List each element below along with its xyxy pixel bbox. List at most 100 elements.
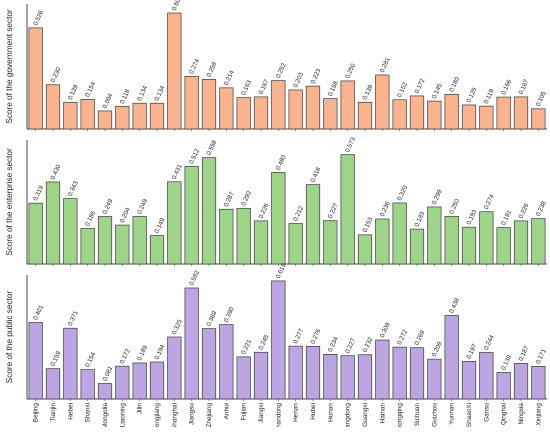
bar-xinjiang — [531, 366, 546, 400]
data-label: 0.194 — [153, 343, 166, 361]
x-tick-label: Ningxia — [518, 403, 525, 425]
data-label: 0.430 — [49, 163, 62, 181]
panel-3: Score of the public sector 0.401 0.159 0.37… — [5, 262, 548, 401]
bar-shaanxi — [461, 226, 477, 265]
bar-liaoning — [115, 224, 130, 265]
bar-shanghai — [167, 336, 182, 400]
bar-guangxi — [357, 234, 373, 265]
data-label: 0.125 — [465, 86, 478, 104]
data-label: 0.180 — [448, 76, 461, 94]
bar-liaoning — [115, 365, 130, 400]
data-label: 0.320 — [396, 184, 409, 202]
x-tick-label: Jilin — [137, 403, 144, 414]
bar-shandong — [271, 172, 286, 265]
data-label: 0.512 — [188, 147, 201, 165]
bar-gansu — [479, 211, 494, 265]
data-label: 0.619 — [275, 262, 288, 280]
x-tick-label: Anhui — [223, 403, 230, 419]
data-label: 0.258 — [205, 61, 218, 79]
x-tick-label: Guangxi — [362, 403, 369, 427]
x-tick-label: Shanghai — [171, 403, 178, 427]
bar-hubei — [305, 184, 321, 265]
bar-jiangsu — [184, 165, 199, 265]
bar-shandong — [271, 80, 286, 130]
data-label: 0.152 — [396, 81, 409, 99]
data-label: 0.081 — [101, 365, 114, 383]
data-label: 0.603 — [171, 0, 184, 12]
bar-qinghai — [496, 96, 511, 130]
bar-yunnan — [444, 315, 459, 400]
bar-inner-mongolia — [97, 216, 113, 265]
bar-chongqing — [392, 202, 407, 265]
data-label: 0.250 — [344, 62, 357, 80]
bar-shanxi — [80, 369, 95, 400]
bar-tianjin — [45, 368, 61, 400]
data-label: 0.319 — [32, 184, 45, 202]
data-label: 0.292 — [240, 189, 253, 207]
data-label: 0.204 — [119, 206, 132, 224]
bar-beijing — [28, 202, 43, 265]
data-label: 0.149 — [153, 217, 166, 235]
bar-qinghai — [496, 372, 511, 400]
x-tick-label: Zhejiang — [206, 403, 213, 427]
bar-jilin — [132, 362, 147, 400]
y-axis-label: Score of the enterprise sector — [5, 148, 14, 256]
data-label: 0.276 — [309, 328, 322, 346]
data-label: 0.139 — [361, 83, 374, 101]
bar-gansu — [479, 105, 494, 130]
bar-shandong — [271, 280, 286, 400]
bar-anhui — [219, 87, 234, 130]
bar-heilongjiang — [149, 102, 165, 130]
x-tick-label: Beijing — [33, 403, 40, 423]
bar-jilin — [132, 216, 147, 265]
bar-guizhou — [427, 206, 442, 265]
bar-ningxia — [513, 362, 529, 400]
data-label: 0.221 — [240, 338, 253, 356]
data-label: 0.134 — [136, 84, 149, 102]
data-label: 0.167 — [257, 78, 270, 96]
data-label: 0.401 — [32, 304, 45, 322]
bar-gansu — [479, 352, 494, 400]
data-label: 0.154 — [84, 351, 97, 369]
x-tick-label: Hubei — [310, 403, 317, 420]
bar-henan — [288, 223, 303, 265]
data-label: 0.526 — [32, 9, 45, 27]
x-tick-label: Liaoning — [119, 403, 126, 427]
x-tick-label: Yunnan — [449, 403, 456, 425]
bar-jiangxi — [253, 351, 269, 400]
data-label: 0.159 — [49, 350, 62, 368]
bar-inner-mongolia — [97, 383, 113, 400]
bar-jiangsu — [184, 75, 199, 130]
data-label: 0.186 — [84, 210, 97, 228]
x-tick-label: Qinghai — [501, 403, 508, 425]
x-tick-label: Sichuan — [414, 403, 421, 427]
bar-fujian — [236, 356, 251, 400]
bar-tianjin — [45, 84, 61, 130]
data-label: 0.158 — [327, 80, 340, 98]
data-label: 0.171 — [535, 348, 548, 366]
data-label: 0.166 — [500, 78, 513, 96]
data-label: 0.244 — [483, 334, 496, 352]
bar-guangdong — [340, 154, 355, 265]
bar-xinjiang — [531, 218, 546, 265]
bar-hebei — [63, 327, 78, 400]
bar-sichuan — [409, 95, 425, 130]
bar-henan — [288, 345, 303, 400]
x-tick-label: Hebei — [67, 403, 74, 420]
bar-inner-mongolia — [97, 110, 113, 130]
data-label: 0.153 — [361, 216, 374, 234]
data-label: 0.197 — [465, 343, 478, 361]
data-label: 0.191 — [500, 209, 513, 227]
bar-hunan — [323, 98, 338, 130]
y-axis-label: Score of the government sector — [5, 9, 14, 124]
data-label: 0.203 — [292, 71, 305, 89]
x-tick-label: Gansu — [483, 403, 490, 422]
data-label: 0.139 — [500, 354, 513, 372]
bar-anhui — [219, 208, 234, 265]
data-label: 0.325 — [171, 318, 184, 336]
bar-guangxi — [357, 354, 373, 400]
bar-shanxi — [80, 99, 95, 130]
data-label: 0.480 — [275, 154, 288, 172]
bar-zhejiang — [201, 328, 217, 400]
x-tick-label: Henan — [293, 403, 300, 422]
